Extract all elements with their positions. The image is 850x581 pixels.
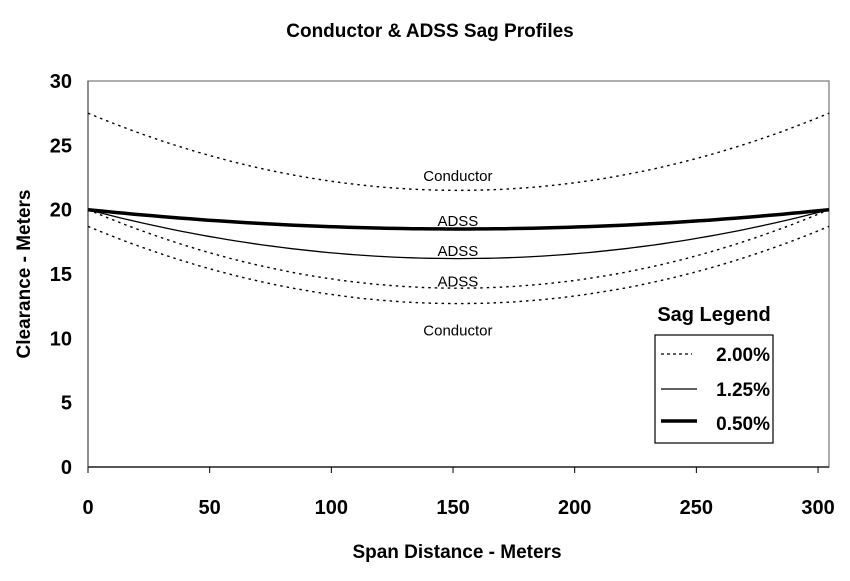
legend-label-1-25: 1.25% (716, 380, 770, 401)
x-tick-label: 0 (82, 497, 93, 519)
x-axis-label: Span Distance - Meters (352, 542, 561, 563)
y-axis-label: Clearance - Meters (14, 190, 35, 359)
curve-annotations: Conductor ADSS ADSS ADSS Conductor (423, 168, 492, 339)
x-tick-label: 250 (680, 497, 713, 519)
legend-label-0-50: 0.50% (716, 414, 770, 435)
curve-annotation: ADSS (437, 274, 478, 291)
y-tick-label: 20 (50, 200, 72, 222)
legend: Sag Legend 2.00% 1.25% 0.50% (654, 304, 774, 444)
y-tick-label: 0 (61, 457, 72, 479)
sag-curves (87, 112, 830, 305)
x-tick-label: 100 (315, 497, 348, 519)
x-tick-label: 50 (199, 497, 221, 519)
y-tick-label: 15 (50, 264, 72, 286)
sag-curve-3 (87, 209, 830, 289)
y-tick-label: 5 (61, 393, 72, 415)
sag-curve-1 (87, 207, 830, 231)
y-tick-label: 10 (50, 328, 72, 350)
x-tick-label: 300 (801, 497, 834, 519)
curve-annotation: ADSS (437, 213, 478, 230)
sag-curve-2 (87, 209, 830, 260)
x-axis-ticks: 0 50 100 150 200 250 300 (82, 467, 835, 519)
y-axis-ticks: 0 5 10 15 20 25 30 (50, 71, 72, 479)
legend-title: Sag Legend (657, 304, 770, 326)
sag-curve-0 (87, 112, 830, 192)
x-tick-label: 200 (558, 497, 591, 519)
curve-annotation: Conductor (423, 323, 492, 340)
chart-title: Conductor & ADSS Sag Profiles (286, 21, 574, 42)
y-tick-label: 30 (50, 71, 72, 93)
y-tick-label: 25 (50, 135, 72, 157)
x-tick-label: 150 (436, 497, 469, 519)
legend-label-2-00: 2.00% (716, 345, 770, 366)
sag-curve-4 (87, 225, 830, 305)
curve-annotation: Conductor (423, 168, 492, 185)
curve-annotation: ADSS (437, 243, 478, 260)
